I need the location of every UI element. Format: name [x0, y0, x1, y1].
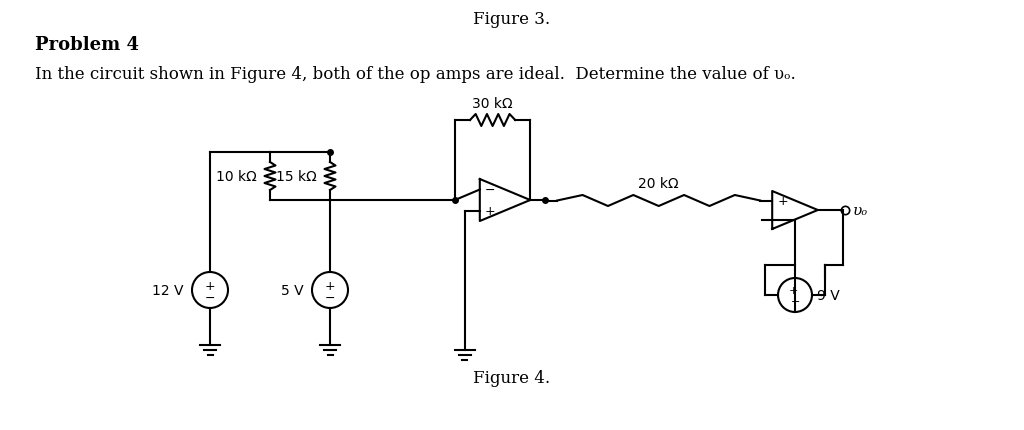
- Text: 20 kΩ: 20 kΩ: [638, 177, 679, 191]
- Text: In the circuit shown in Figure 4, both of the op amps are ideal.  Determine the : In the circuit shown in Figure 4, both o…: [35, 66, 796, 83]
- Text: υₒ: υₒ: [853, 203, 868, 218]
- Text: Problem 4: Problem 4: [35, 36, 139, 54]
- Text: 5 V: 5 V: [282, 283, 304, 297]
- Text: Figure 4.: Figure 4.: [473, 370, 551, 387]
- Text: +: +: [325, 279, 335, 292]
- Text: 9 V: 9 V: [817, 289, 840, 302]
- Text: +: +: [777, 194, 787, 208]
- Text: 10 kΩ: 10 kΩ: [216, 169, 257, 184]
- Text: −: −: [792, 296, 801, 306]
- Text: Figure 3.: Figure 3.: [473, 11, 551, 28]
- Text: −: −: [777, 214, 787, 227]
- Text: 30 kΩ: 30 kΩ: [472, 97, 513, 111]
- Text: 12 V: 12 V: [153, 283, 184, 297]
- Text: 15 kΩ: 15 kΩ: [276, 169, 317, 184]
- Text: +: +: [788, 286, 798, 295]
- Text: −: −: [205, 291, 215, 304]
- Text: +: +: [205, 279, 215, 292]
- Text: −: −: [484, 184, 496, 197]
- Text: −: −: [325, 291, 335, 304]
- Text: +: +: [484, 205, 496, 218]
